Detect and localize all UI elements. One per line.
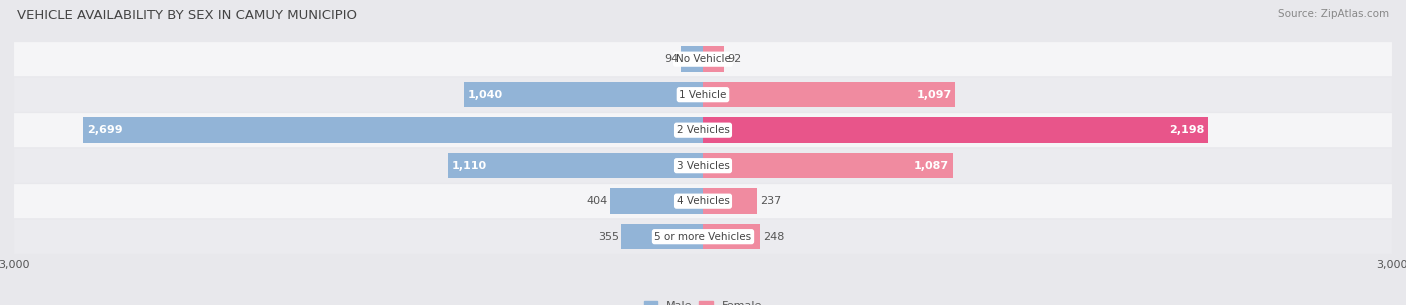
Text: 1,097: 1,097 <box>917 90 952 100</box>
FancyBboxPatch shape <box>14 184 1392 218</box>
Text: 237: 237 <box>761 196 782 206</box>
Text: 4 Vehicles: 4 Vehicles <box>676 196 730 206</box>
FancyBboxPatch shape <box>14 42 1392 76</box>
Text: 1,040: 1,040 <box>468 90 503 100</box>
Bar <box>703 46 724 72</box>
Bar <box>621 224 703 249</box>
FancyBboxPatch shape <box>14 113 1392 147</box>
Bar <box>464 82 703 107</box>
Text: 248: 248 <box>762 232 785 242</box>
Bar <box>703 224 761 249</box>
Text: 1,087: 1,087 <box>914 161 949 171</box>
Bar <box>449 153 703 178</box>
Text: 404: 404 <box>586 196 607 206</box>
Text: 2,198: 2,198 <box>1168 125 1205 135</box>
FancyBboxPatch shape <box>14 149 1392 183</box>
Bar <box>703 153 953 178</box>
Text: VEHICLE AVAILABILITY BY SEX IN CAMUY MUNICIPIO: VEHICLE AVAILABILITY BY SEX IN CAMUY MUN… <box>17 9 357 22</box>
Text: 94: 94 <box>665 54 679 64</box>
FancyBboxPatch shape <box>14 220 1392 254</box>
Text: 92: 92 <box>727 54 741 64</box>
Bar <box>83 117 703 143</box>
Text: 3 Vehicles: 3 Vehicles <box>676 161 730 171</box>
Legend: Male, Female: Male, Female <box>644 301 762 305</box>
Text: No Vehicle: No Vehicle <box>675 54 731 64</box>
Text: Source: ZipAtlas.com: Source: ZipAtlas.com <box>1278 9 1389 19</box>
Bar <box>682 46 703 72</box>
Text: 355: 355 <box>598 232 619 242</box>
Text: 5 or more Vehicles: 5 or more Vehicles <box>654 232 752 242</box>
Text: 1 Vehicle: 1 Vehicle <box>679 90 727 100</box>
Bar <box>703 117 1208 143</box>
Text: 2 Vehicles: 2 Vehicles <box>676 125 730 135</box>
FancyBboxPatch shape <box>14 78 1392 112</box>
Text: 1,110: 1,110 <box>451 161 486 171</box>
Bar <box>610 188 703 214</box>
Text: 2,699: 2,699 <box>87 125 122 135</box>
Bar <box>703 188 758 214</box>
Bar <box>703 82 955 107</box>
